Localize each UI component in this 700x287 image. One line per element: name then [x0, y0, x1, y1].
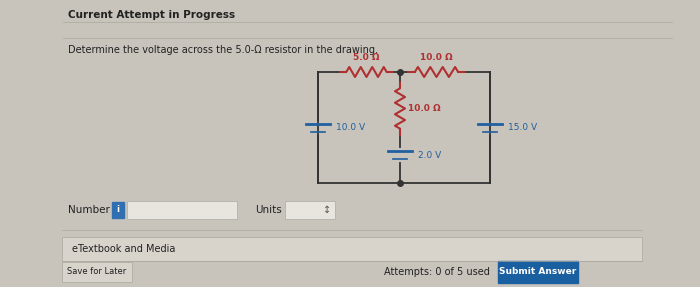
Text: 15.0 V: 15.0 V: [508, 123, 537, 133]
Text: 10.0 Ω: 10.0 Ω: [420, 53, 453, 62]
Text: Attempts: 0 of 5 used: Attempts: 0 of 5 used: [384, 267, 490, 277]
Bar: [498, 261, 578, 283]
Text: Save for Later: Save for Later: [67, 267, 127, 276]
Text: Units: Units: [255, 205, 281, 215]
Text: Submit Answer: Submit Answer: [499, 267, 577, 276]
Text: 10.0 Ω: 10.0 Ω: [408, 104, 440, 113]
Bar: [285, 201, 335, 219]
Bar: [62, 237, 642, 261]
Bar: [127, 201, 237, 219]
Bar: [112, 202, 124, 218]
Bar: [62, 262, 132, 282]
Text: ↕: ↕: [323, 205, 331, 215]
Text: 2.0 V: 2.0 V: [418, 150, 441, 160]
Text: Current Attempt in Progress: Current Attempt in Progress: [68, 10, 235, 20]
Text: Determine the voltage across the 5.0-Ω resistor in the drawing.: Determine the voltage across the 5.0-Ω r…: [68, 45, 378, 55]
Text: 10.0 V: 10.0 V: [336, 123, 365, 133]
Text: Number: Number: [68, 205, 110, 215]
Text: 5.0 Ω: 5.0 Ω: [354, 53, 379, 62]
Text: eTextbook and Media: eTextbook and Media: [72, 244, 176, 254]
Text: i: i: [116, 205, 120, 214]
